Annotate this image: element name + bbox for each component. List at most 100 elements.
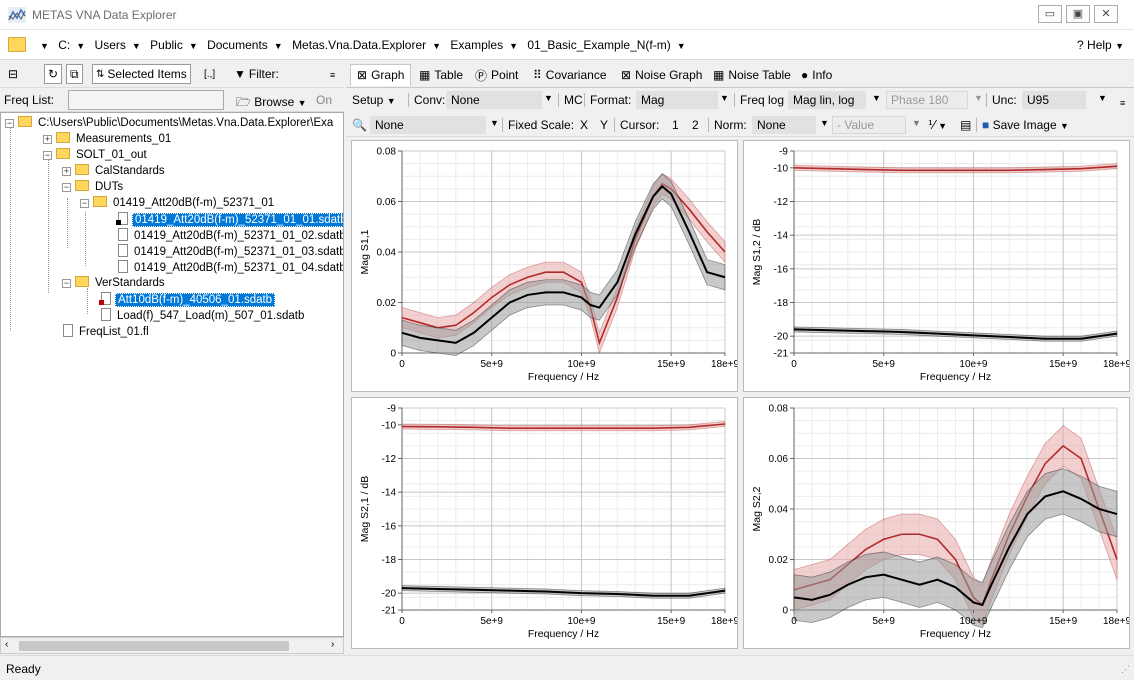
selected-items-button[interactable]: ⇅ Selected Items [92,64,191,84]
file-icon [63,324,73,337]
y-axis-label: Mag S2,2 [751,486,763,531]
breadcrumb-item[interactable]: Examples [450,38,504,52]
mc-toggle[interactable]: MC [564,93,583,107]
tree-node-measurements[interactable]: + Measurements_01 [43,132,172,145]
tab-graph[interactable]: ⊠ Graph [350,64,412,86]
tab-noise-graph[interactable]: ⊠ Noise Graph [621,68,703,82]
graph-s11[interactable]: 0 5e+9 10e+9 15e+9 18e+9 0 0.02 0.04 0.06 0.08 Fre… [351,140,738,392]
norm-select[interactable]: None [752,116,816,134]
zoom-select[interactable]: None [370,116,486,134]
x-tick-label: 10e+9 [567,359,596,370]
tree-node-calstandards[interactable]: + CalStandards [62,164,165,177]
scrollbar-thumb[interactable] [19,641,289,651]
marker-icon[interactable]: ⅟ ▼ [928,118,948,132]
scroll-right-icon[interactable]: › [331,639,335,650]
chart-s22[interactable]: 0 5e+9 10e+9 15e+9 18e+9 0 0.02 0.04 0.06 0.08 Fre… [744,398,1129,648]
value-select[interactable]: - Value [832,116,906,134]
breadcrumb-item[interactable]: C: [58,38,71,52]
file-icon [101,308,111,321]
options-row-1: Setup ▼ Conv: None ▼ MC Format: Mag ▼ Fr… [346,88,1134,113]
maximize-button[interactable]: ▣ [1066,5,1090,23]
chart-s11[interactable]: 0 5e+9 10e+9 15e+9 18e+9 0 0.02 0.04 0.06 0.08 Fre… [352,141,737,391]
graph-s22[interactable]: 0 5e+9 10e+9 15e+9 18e+9 0 0.02 0.04 0.06 0.08 Fre… [743,397,1130,649]
tree-node-verstandards[interactable]: − VerStandards [62,276,165,289]
tree-node-dut-folder[interactable]: −01419_Att20dB(f-m)_52371_01 [80,196,275,209]
mag-scale-select[interactable]: Mag lin, log [788,91,866,109]
breadcrumb-item[interactable]: Metas.Vna.Data.Explorer [292,38,427,52]
overflow-icon[interactable]: ≡ [1120,98,1126,108]
fixed-scale-x[interactable]: X [580,118,589,132]
fixed-scale-y[interactable]: Y [600,118,609,132]
chevron-down-icon[interactable]: ▼ [912,118,921,128]
conv-select[interactable]: None [446,91,542,109]
chart-s12[interactable]: 0 5e+9 10e+9 15e+9 18e+9 -21 -20 -18 -16 -14 -12 -1… [744,141,1129,391]
x-tick-label: 10e+9 [959,616,988,627]
chevron-down-icon[interactable]: ▼ [872,93,881,103]
minimize-button[interactable]: ▭ [1038,5,1062,23]
select-icon[interactable]: ⧉ [66,64,83,84]
tree-node-root[interactable]: − C:\Users\Public\Documents\Metas.Vna.Dat… [5,116,334,129]
tree-node-load-file[interactable]: Load(f)_547_Load(m)_507_01.sdatb [101,308,306,323]
cursor-1-toggle[interactable]: 1 [672,118,679,132]
filter-button[interactable]: ▼ Filter: [234,67,279,81]
x-tick-label: 5e+9 [480,616,503,627]
tree-node-att10db-file[interactable]: Att10dB(f-m)_40506_01.sdatb [99,292,276,307]
chevron-down-icon[interactable]: ▼ [544,93,553,103]
phase-select[interactable]: Phase 180 [886,91,968,109]
tree-node-freqlist-file[interactable]: FreqList_01.fl [63,324,151,339]
tree-node-dut-file-04[interactable]: 01419_Att20dB(f-m)_52371_01_04.sdatb [118,260,343,275]
tree-horizontal-scrollbar[interactable]: ‹ › [0,637,344,654]
refresh-icon[interactable]: ↻ [44,64,63,84]
chevron-down-icon[interactable]: ▼ [820,118,829,128]
breadcrumb-item[interactable]: Public [150,38,183,52]
file-icon [118,228,128,241]
tab-info[interactable]: ● Info [801,68,833,82]
chart-s21[interactable]: 0 5e+9 10e+9 15e+9 18e+9 -21 -20 -18 -16 -14 -12 -1… [352,398,737,648]
tab-point[interactable]: Ⓟ Point [475,68,519,83]
chevron-down-icon[interactable]: ▼ [720,93,729,103]
tree-node-duts[interactable]: − DUTs [62,180,124,193]
format-select[interactable]: Mag [636,91,718,109]
tab-noise-table[interactable]: ▦ Noise Table [713,68,791,82]
help-menu[interactable]: ? Help ▼ [1077,38,1124,52]
scroll-left-icon[interactable]: ‹ [5,639,9,650]
breadcrumb-item[interactable]: Users [94,38,126,52]
info-icon: ● [801,68,809,82]
freq-log-toggle[interactable]: Freq log [740,93,785,107]
file-tree: − C:\Users\Public\Documents\Metas.Vna.Dat… [0,112,344,637]
y-tick-label: 0.02 [377,298,397,309]
freq-list-input[interactable] [68,90,224,110]
tree-node-dut-file-01[interactable]: 01419_Att20dB(f-m)_52371_01_01.sdatb [116,212,343,227]
conv-label: Conv: [414,93,446,107]
save-image-button[interactable]: ■ Save Image ▼ [982,118,1069,132]
folder-icon [56,148,70,159]
x-tick-label: 15e+9 [1049,359,1078,370]
freq-list-on-toggle[interactable]: On [316,93,333,107]
resize-grip-icon[interactable]: ⋰ [1121,664,1130,674]
breadcrumb-item[interactable]: Documents [207,38,268,52]
breadcrumb-item[interactable]: 01_Basic_Example_N(f-m) [527,38,671,52]
y-tick-label: 0.02 [769,555,789,566]
range-icon[interactable]: [.,] [204,68,216,80]
overflow-icon[interactable]: ≡ [330,70,336,80]
graph-s21[interactable]: 0 5e+9 10e+9 15e+9 18e+9 -21 -20 -18 -16 -14 -12 -1… [351,397,738,649]
cursor-2-toggle[interactable]: 2 [692,118,699,132]
chevron-down-icon[interactable]: ▼ [1098,93,1107,103]
chevron-down-icon[interactable]: ▼ [490,118,499,128]
tree-node-solt[interactable]: − SOLT_01_out [43,148,147,161]
setup-menu[interactable]: Setup ▼ [352,93,396,107]
collapse-all-button[interactable]: ⊟ [8,67,19,81]
list-icon[interactable]: ▤ [960,118,972,132]
tree-node-dut-file-02[interactable]: 01419_Att20dB(f-m)_52371_01_02.sdatb [118,228,343,243]
point-icon: Ⓟ [475,68,488,83]
series-line-black [793,328,1118,340]
tab-table[interactable]: ▦ Table [419,68,464,82]
y-tick-label: -14 [774,231,789,242]
browse-button[interactable]: 🗁 Browse ▼ [236,95,307,109]
chevron-down-icon[interactable]: ▼ [974,93,983,103]
graph-s12[interactable]: 0 5e+9 10e+9 15e+9 18e+9 -21 -20 -18 -16 -14 -12 -1… [743,140,1130,392]
tree-node-dut-file-03[interactable]: 01419_Att20dB(f-m)_52371_01_03.sdatb [118,244,343,259]
unc-select[interactable]: U95 [1022,91,1086,109]
close-button[interactable]: ✕ [1094,5,1118,23]
tab-covariance[interactable]: ⠿ Covariance [533,68,607,82]
